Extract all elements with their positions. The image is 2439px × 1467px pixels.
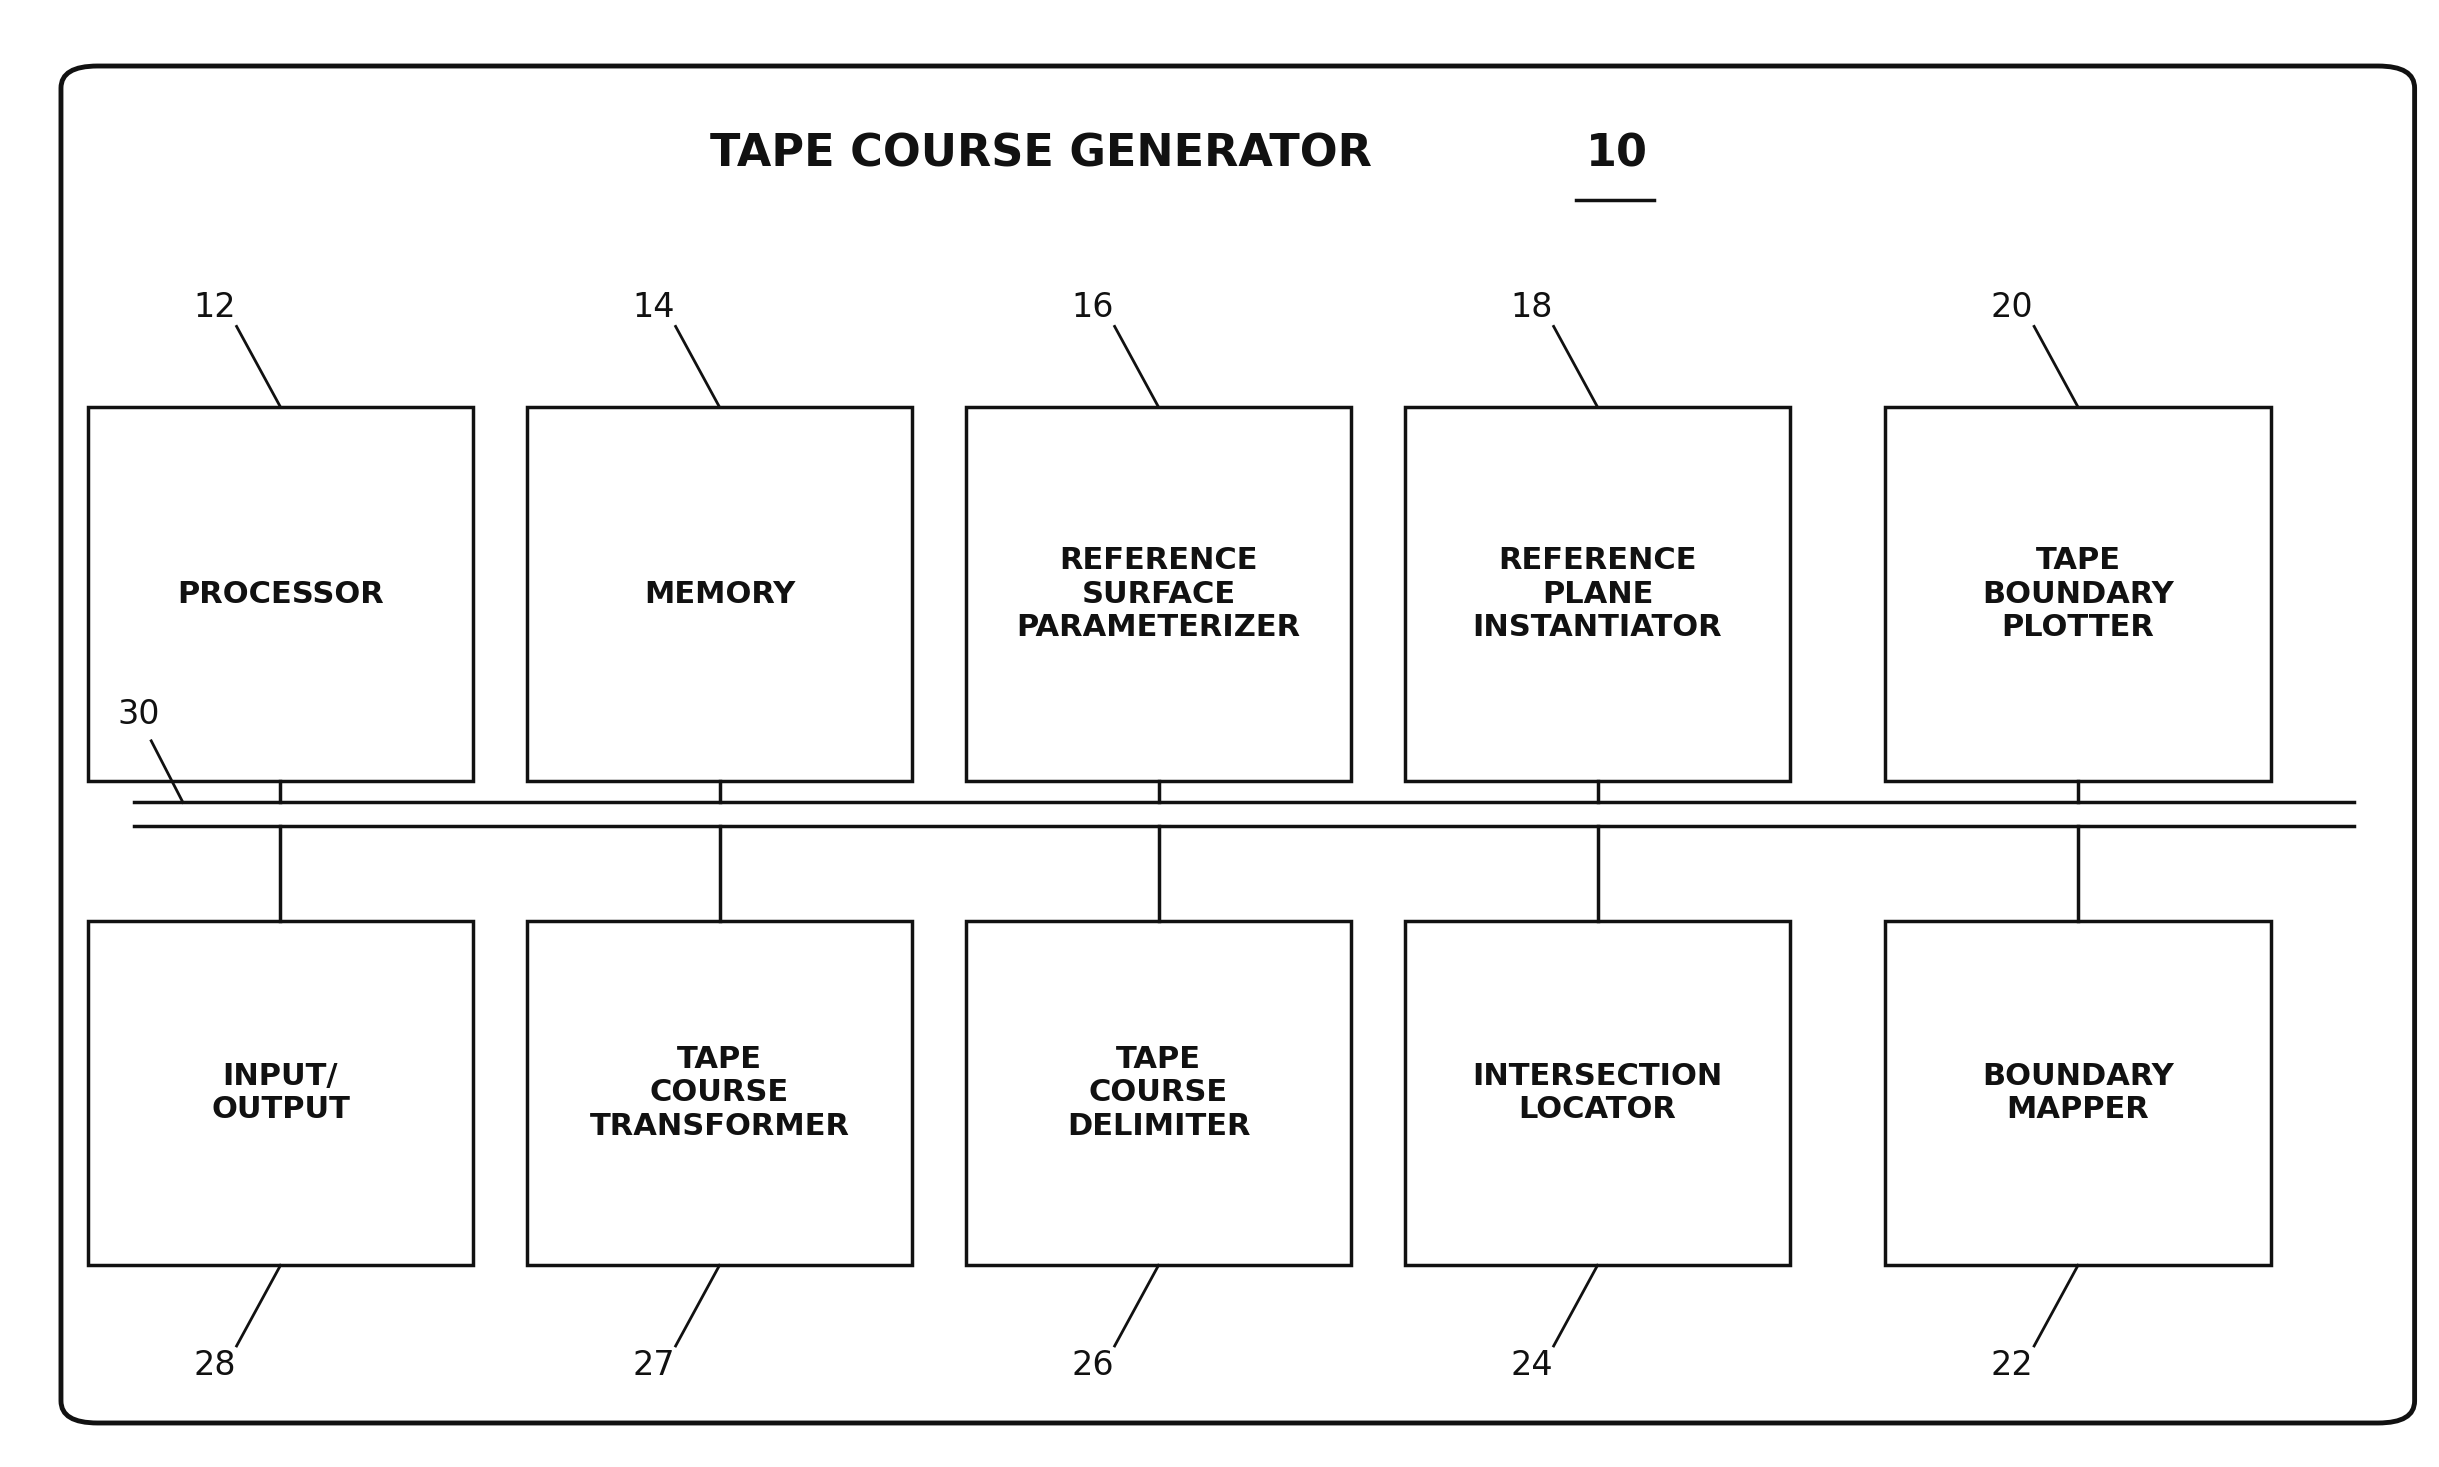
Bar [1885,408,2271,782]
Text: TAPE
COURSE
TRANSFORMER: TAPE COURSE TRANSFORMER [590,1045,849,1141]
Text: 10: 10 [1585,132,1649,176]
Bar [966,408,1351,782]
Text: 30: 30 [117,698,161,731]
Text: 18: 18 [1510,290,1554,324]
Text: TAPE COURSE GENERATOR: TAPE COURSE GENERATOR [710,132,1388,176]
Text: BOUNDARY
MAPPER: BOUNDARY MAPPER [1983,1062,2173,1124]
Text: 20: 20 [1990,290,2034,324]
Text: 12: 12 [193,290,237,324]
Text: 28: 28 [193,1348,237,1382]
Bar [1885,921,2271,1265]
Bar [966,921,1351,1265]
Text: 24: 24 [1510,1348,1554,1382]
Bar [527,408,912,782]
Text: MEMORY: MEMORY [644,579,795,609]
FancyBboxPatch shape [61,66,2415,1423]
Text: 16: 16 [1071,290,1115,324]
Text: REFERENCE
SURFACE
PARAMETERIZER: REFERENCE SURFACE PARAMETERIZER [1017,546,1300,643]
Text: PROCESSOR: PROCESSOR [178,579,383,609]
Text: 14: 14 [632,290,676,324]
Text: 22: 22 [1990,1348,2034,1382]
Bar [1405,921,1790,1265]
Bar [88,921,473,1265]
Bar [1405,408,1790,782]
Text: REFERENCE
PLANE
INSTANTIATOR: REFERENCE PLANE INSTANTIATOR [1473,546,1722,643]
Bar [527,921,912,1265]
Bar [88,408,473,782]
Text: INPUT/
OUTPUT: INPUT/ OUTPUT [212,1062,349,1124]
Text: TAPE
BOUNDARY
PLOTTER: TAPE BOUNDARY PLOTTER [1983,546,2173,643]
Text: 26: 26 [1071,1348,1115,1382]
Text: 27: 27 [632,1348,676,1382]
Text: INTERSECTION
LOCATOR: INTERSECTION LOCATOR [1473,1062,1722,1124]
Text: TAPE
COURSE
DELIMITER: TAPE COURSE DELIMITER [1066,1045,1251,1141]
